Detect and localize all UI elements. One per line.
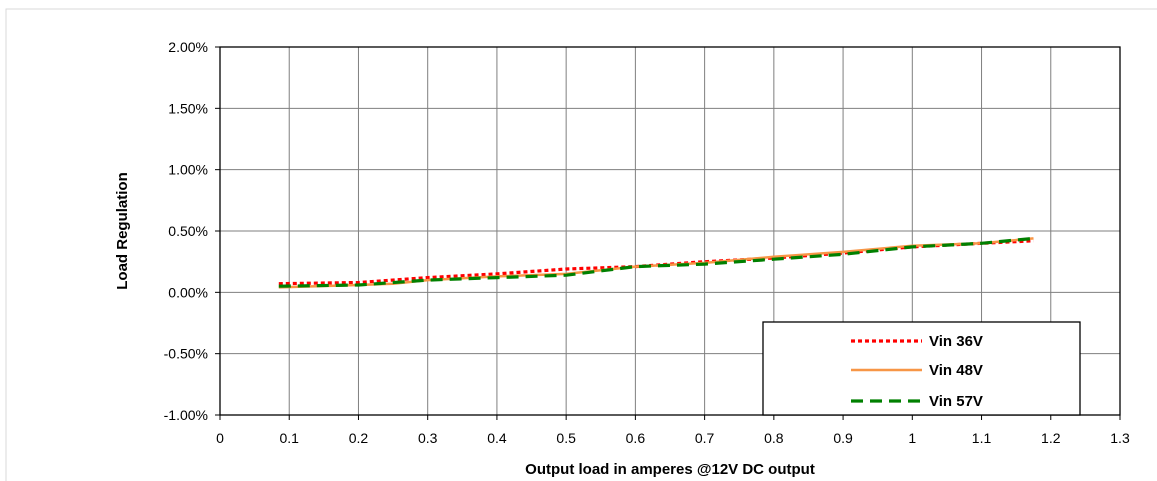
x-axis-title: Output load in amperes @12V DC output (525, 461, 815, 478)
x-tick-label: 0.5 (556, 430, 576, 446)
x-tick-label: 0.8 (764, 430, 784, 446)
y-tick-label: 1.50% (168, 100, 208, 116)
chart-border (5, 8, 1157, 481)
y-axis-title: Load Regulation (114, 172, 131, 290)
y-tick-labels: 2.00% 1.50% 1.00% 0.50% 0.00% -0.50% -1.00% (164, 39, 208, 423)
series-layer (278, 236, 1034, 289)
x-tick-label: 0.7 (695, 430, 715, 446)
x-tick-label: 1.2 (1041, 430, 1061, 446)
x-tick-label: 1 (908, 430, 916, 446)
x-tick-label: 0.2 (349, 430, 369, 446)
x-tick-label: 1.1 (972, 430, 992, 446)
x-tick-label: 0.1 (279, 430, 299, 446)
x-tick-label: 0 (216, 430, 224, 446)
legend-box (762, 321, 1081, 416)
y-tick-label: 2.00% (168, 39, 208, 55)
legend-label: Vin 48V (929, 362, 983, 379)
legend-label: Vin 57V (929, 393, 983, 410)
y-tick-label: -1.00% (164, 407, 208, 423)
legend-items: Vin 36V Vin 48V Vin 57V (851, 333, 983, 410)
y-tick-label: -0.50% (164, 346, 208, 362)
y-tick-label: 0.50% (168, 223, 208, 239)
x-tick-label: 0.3 (418, 430, 438, 446)
x-tick-label: 0.9 (833, 430, 853, 446)
y-tick-label: 0.00% (168, 284, 208, 300)
x-tick-label: 0.6 (626, 430, 646, 446)
y-tick-label: 1.00% (168, 162, 208, 178)
legend: Vin 36V Vin 48V Vin 57V (762, 321, 1081, 416)
series-line-3 (278, 236, 1034, 288)
x-tick-label: 0.4 (487, 430, 507, 446)
x-tick-label: 1.3 (1110, 430, 1130, 446)
plot-frame (219, 46, 1121, 416)
x-tick-labels: 0 0.1 0.2 0.3 0.4 0.5 0.6 0.7 0.8 0.9 1 1.1 1.2 1.3 (216, 430, 1130, 446)
legend-label: Vin 36V (929, 333, 983, 350)
